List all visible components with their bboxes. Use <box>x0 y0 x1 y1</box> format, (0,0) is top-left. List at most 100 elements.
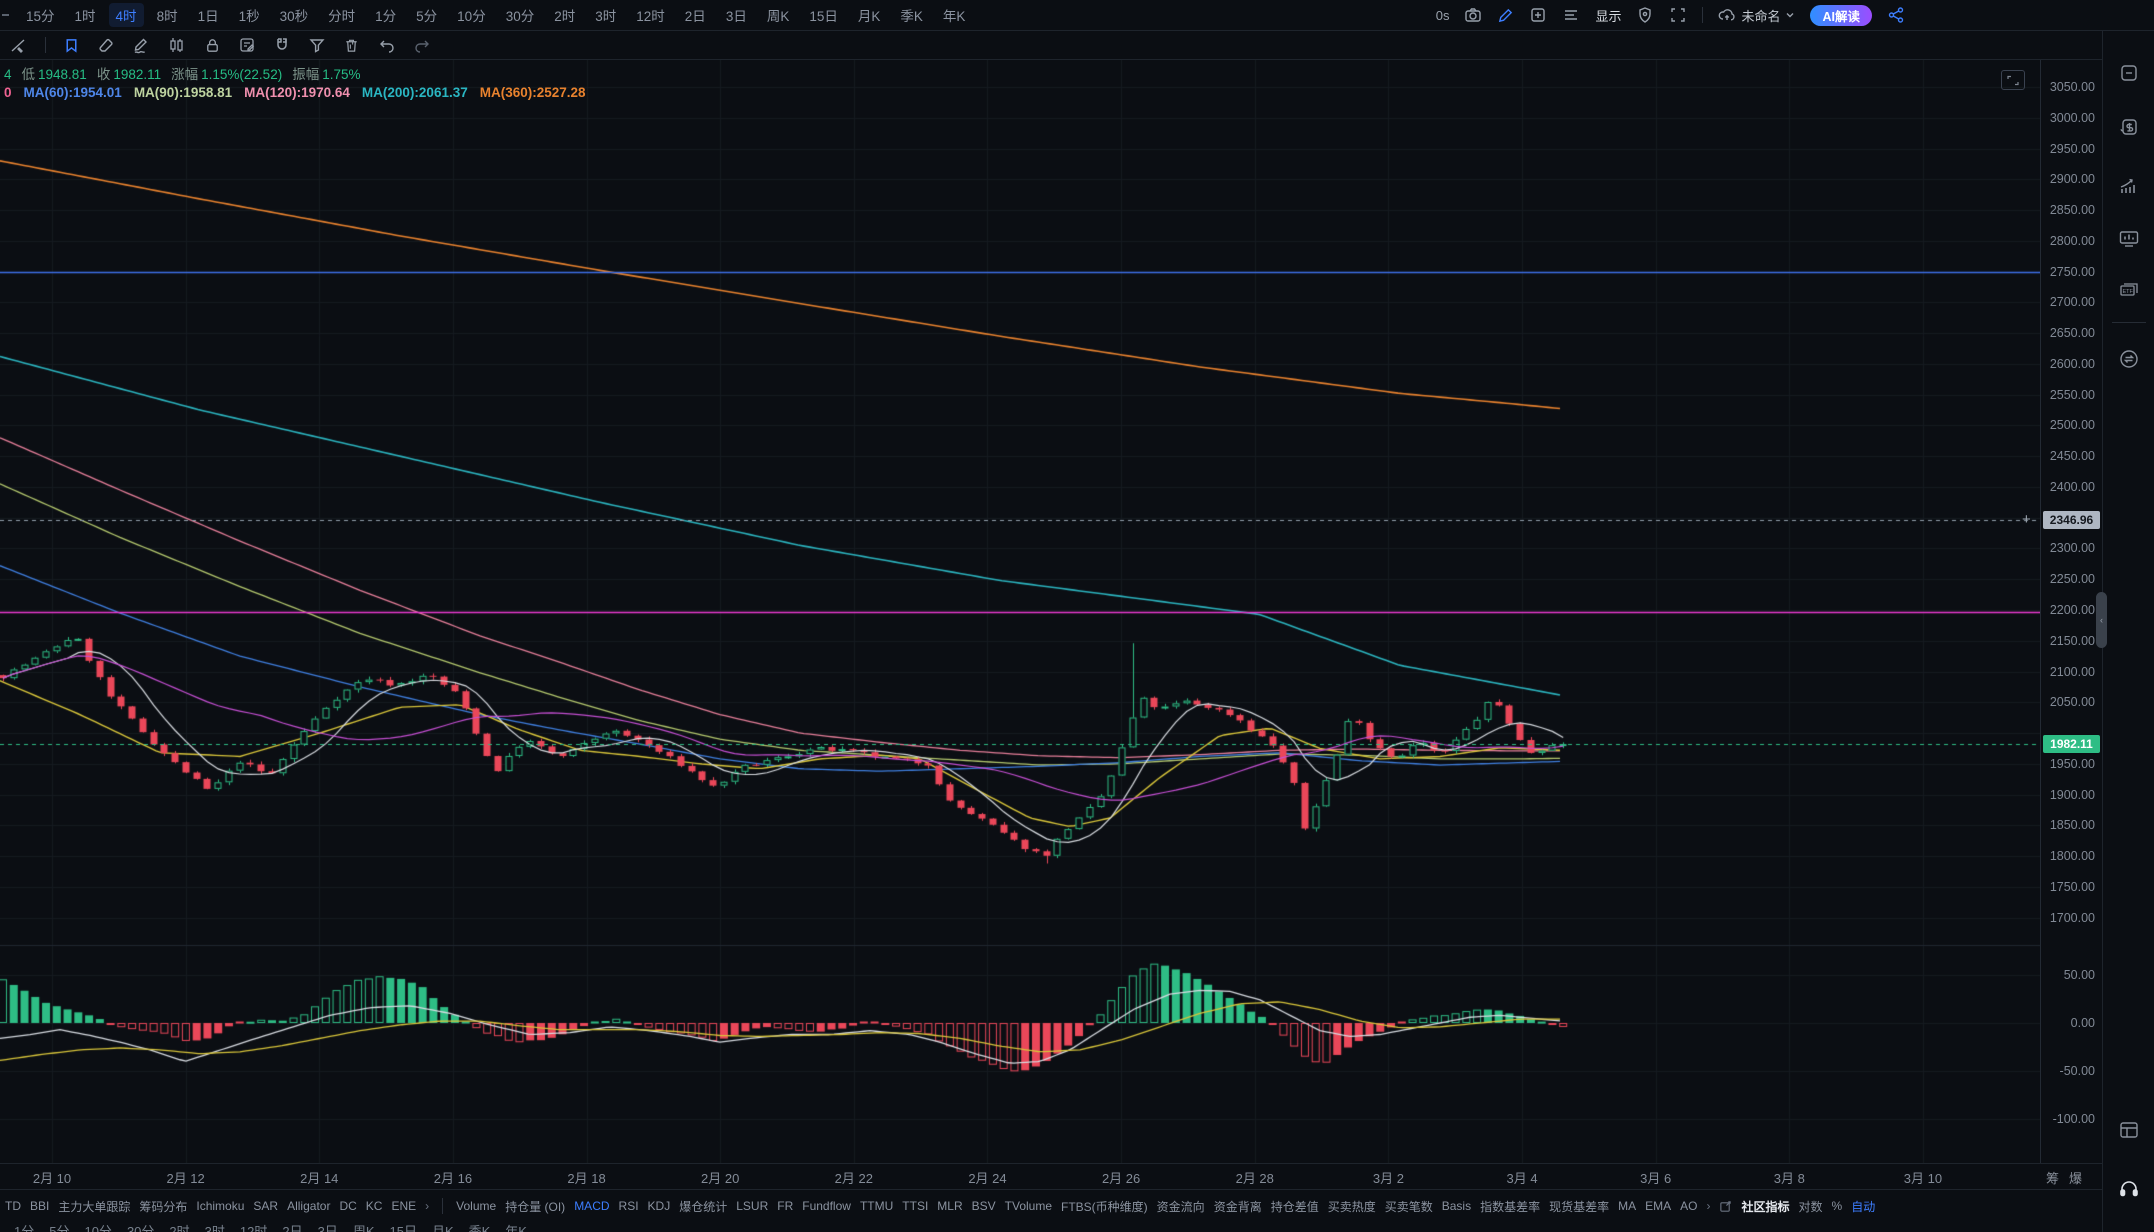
timeframe-2时[interactable]: 2时 <box>554 9 576 24</box>
tab-BBI[interactable]: BBI <box>30 1199 50 1213</box>
indicator-tab-TTMU[interactable]: TTMU <box>859 1199 894 1213</box>
indicator-tab-持仓量 (OI)[interactable]: 持仓量 (OI) <box>505 1199 566 1214</box>
indicator-tab-资金背离[interactable]: 资金背离 <box>1213 1199 1262 1214</box>
news-panel-icon[interactable] <box>2118 62 2140 89</box>
timeframe-12时[interactable]: 12时 <box>636 9 665 24</box>
indicator-tab-Basis[interactable]: Basis <box>1441 1199 1472 1213</box>
main-chart[interactable] <box>0 60 2040 1163</box>
timeframe-1时[interactable]: 1时 <box>74 9 96 24</box>
panel-collapse-handle[interactable]: ‹ <box>2096 592 2107 648</box>
bookmark-icon[interactable] <box>63 37 80 54</box>
timeframe-季K[interactable]: 季K <box>900 9 923 24</box>
indicator-tab-AO[interactable]: AO <box>1680 1199 1698 1213</box>
edit-indicators-icon[interactable] <box>1719 1200 1732 1213</box>
indicator-tab-现货基差率[interactable]: 现货基差率 <box>1549 1199 1610 1214</box>
axis-toggle-爆[interactable]: 爆 <box>2069 1171 2083 1186</box>
timeframe-15分[interactable]: 15分 <box>26 9 55 24</box>
undo-icon[interactable] <box>377 36 396 55</box>
indicator-tab-TTSI[interactable]: TTSI <box>902 1199 929 1213</box>
candlestick-macd-canvas[interactable] <box>0 60 2040 1163</box>
chevron-more-icon[interactable]: › <box>425 1199 430 1213</box>
indicator-tab-持仓差值[interactable]: 持仓差值 <box>1270 1199 1319 1214</box>
layers-list-icon[interactable] <box>1562 6 1580 24</box>
chevron-more-icon[interactable]: › <box>1706 1199 1711 1213</box>
layout-panel-icon[interactable] <box>2117 1118 2141 1147</box>
trendline-tool-icon[interactable] <box>9 36 28 55</box>
indicator-tab-TVolume[interactable]: TVolume <box>1004 1199 1052 1213</box>
timeframe-30秒[interactable]: 30秒 <box>279 9 309 24</box>
indicator-tab-FTBS(币种维度)[interactable]: FTBS(币种维度) <box>1061 1199 1148 1214</box>
timeframe-3时[interactable]: 3时 <box>595 9 617 24</box>
timeframe-10分[interactable]: 10分 <box>457 9 486 24</box>
magnet-icon[interactable] <box>273 36 291 54</box>
axis-toggle-筹[interactable]: 筹 <box>2046 1171 2060 1186</box>
price-axis[interactable]: 3050.00 3000.00 2950.00 2900.00 2850.00 2800.… <box>2040 60 2103 1163</box>
tab-Ichimoku[interactable]: Ichimoku <box>196 1199 245 1213</box>
note-edit-icon[interactable] <box>238 36 256 54</box>
timeframe-4时[interactable]: 4时 <box>108 3 144 27</box>
region-screenshot-icon[interactable] <box>2001 70 2025 90</box>
trend-chart-icon[interactable] <box>2117 174 2141 203</box>
timeframe-年K[interactable]: 年K <box>942 9 966 24</box>
indicator-tab-BSV[interactable]: BSV <box>971 1199 996 1213</box>
etf-icon[interactable]: ETF <box>2117 278 2141 307</box>
indicator-tab-买卖热度[interactable]: 买卖热度 <box>1327 1199 1376 1214</box>
indicator-tab-爆仓统计[interactable]: 爆仓统计 <box>679 1199 728 1214</box>
tab-主力大单跟踪[interactable]: 主力大单跟踪 <box>58 1199 131 1214</box>
timeframe-30分[interactable]: 30分 <box>505 9 535 24</box>
timeframe-1分[interactable]: 1分 <box>375 9 397 24</box>
timeframe-周K[interactable]: 周K <box>766 9 790 24</box>
monitor-chart-icon[interactable] <box>2117 227 2141 256</box>
date-axis[interactable]: 2月 10 2月 12 2月 14 2月 16 2月 18 2月 20 2月 22 2月 24… <box>0 1164 2040 1188</box>
indicator-tab-FR[interactable]: FR <box>777 1199 794 1213</box>
filter-funnel-icon[interactable] <box>308 36 326 54</box>
timeframe-15日[interactable]: 15日 <box>809 9 838 24</box>
lock-icon[interactable] <box>204 37 221 54</box>
timeframe-1日[interactable]: 1日 <box>197 9 219 24</box>
badge-icon[interactable] <box>1636 6 1654 24</box>
add-panel-icon[interactable] <box>1529 6 1547 24</box>
indicator-tab-MLR[interactable]: MLR <box>937 1199 963 1213</box>
redo-icon[interactable] <box>413 36 432 55</box>
fullscreen-icon[interactable] <box>1669 6 1687 24</box>
timeframe-8时[interactable]: 8时 <box>156 9 178 24</box>
indicator-tab-MA[interactable]: MA <box>1618 1199 1637 1213</box>
timeframe-分时[interactable]: 分时 <box>328 9 356 24</box>
timeframe-3日[interactable]: 3日 <box>725 9 747 24</box>
tab-SAR[interactable]: SAR <box>253 1199 279 1213</box>
timeframe-1秒[interactable]: 1秒 <box>238 9 260 24</box>
tab-DC[interactable]: DC <box>339 1199 357 1213</box>
indicator-tab-MACD[interactable]: MACD <box>574 1199 610 1213</box>
indicator-tab-KDJ[interactable]: KDJ <box>647 1199 671 1213</box>
indicator-tab-Volume[interactable]: Volume <box>456 1199 497 1213</box>
wallet-dollar-icon[interactable] <box>2118 116 2140 143</box>
tab-auto-scale[interactable]: 自动 <box>1851 1199 1876 1214</box>
share-icon[interactable] <box>1887 6 1905 24</box>
tab-筹码分布[interactable]: 筹码分布 <box>139 1199 188 1214</box>
eraser-icon[interactable] <box>97 36 115 54</box>
tab-KC[interactable]: KC <box>365 1199 383 1213</box>
indicator-tab-LSUR[interactable]: LSUR <box>736 1199 769 1213</box>
timeframe-2日[interactable]: 2日 <box>684 9 706 24</box>
indicator-tab-买卖笔数[interactable]: 买卖笔数 <box>1384 1199 1433 1214</box>
indicator-tab-RSI[interactable]: RSI <box>618 1199 639 1213</box>
indicator-tab-EMA[interactable]: EMA <box>1645 1199 1672 1213</box>
candle-pattern-icon[interactable] <box>168 36 187 55</box>
tab-community-indicators[interactable]: 社区指标 <box>1741 1199 1790 1214</box>
transfer-circle-icon[interactable] <box>2118 348 2140 375</box>
display-settings-button[interactable]: 显示 <box>1595 8 1622 24</box>
indicator-tab-Fundflow[interactable]: Fundflow <box>802 1199 851 1213</box>
scale-tab-对数[interactable]: 对数 <box>1798 1199 1823 1214</box>
document-name-menu[interactable]: 未命名 <box>1718 6 1795 25</box>
edit-pencil-icon[interactable] <box>1497 7 1514 24</box>
indicator-tab-资金流向[interactable]: 资金流向 <box>1156 1199 1205 1214</box>
scale-tab-%[interactable]: % <box>1831 1199 1843 1213</box>
trash-icon[interactable] <box>343 37 360 54</box>
ai-analysis-button[interactable]: AI解读 <box>1810 4 1872 26</box>
timeframe-5分[interactable]: 5分 <box>416 9 438 24</box>
indicator-tab-指数基差率[interactable]: 指数基差率 <box>1480 1199 1541 1214</box>
tab-ENE[interactable]: ENE <box>391 1199 417 1213</box>
tab-Alligator[interactable]: Alligator <box>287 1199 331 1213</box>
pencil-draw-icon[interactable] <box>132 36 151 55</box>
timeframe-月K[interactable]: 月K <box>857 9 881 24</box>
